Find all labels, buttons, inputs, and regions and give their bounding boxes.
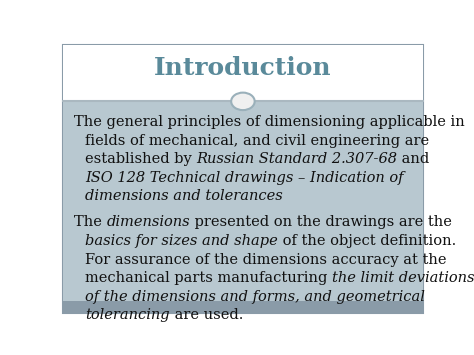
Text: and: and bbox=[397, 152, 429, 166]
Text: Russian Standard 2.307-68: Russian Standard 2.307-68 bbox=[196, 152, 397, 166]
Text: fields of mechanical, and civil engineering are: fields of mechanical, and civil engineer… bbox=[85, 133, 429, 148]
Text: dimensions and tolerances: dimensions and tolerances bbox=[85, 189, 283, 203]
FancyBboxPatch shape bbox=[63, 45, 423, 313]
Text: The: The bbox=[74, 215, 107, 229]
FancyBboxPatch shape bbox=[63, 45, 423, 102]
Text: Introduction: Introduction bbox=[154, 56, 332, 80]
Text: the limit deviations: the limit deviations bbox=[332, 271, 474, 285]
Text: established by: established by bbox=[85, 152, 196, 166]
Text: are used.: are used. bbox=[170, 308, 243, 322]
Text: basics for sizes and shape: basics for sizes and shape bbox=[85, 234, 278, 248]
Text: The general principles of dimensioning applicable in: The general principles of dimensioning a… bbox=[74, 115, 465, 129]
Text: dimensions: dimensions bbox=[107, 215, 190, 229]
Text: ISO 128 Technical drawings – Indication of: ISO 128 Technical drawings – Indication … bbox=[85, 171, 403, 185]
Text: mechanical parts manufacturing: mechanical parts manufacturing bbox=[85, 271, 332, 285]
Text: of the dimensions and forms, and geometrical: of the dimensions and forms, and geometr… bbox=[85, 290, 425, 304]
Text: of the object definition.: of the object definition. bbox=[278, 234, 456, 248]
Circle shape bbox=[231, 93, 255, 110]
FancyBboxPatch shape bbox=[63, 301, 423, 313]
Text: tolerancing: tolerancing bbox=[85, 308, 170, 322]
Text: presented on the drawings are the: presented on the drawings are the bbox=[190, 215, 452, 229]
FancyBboxPatch shape bbox=[63, 102, 423, 301]
Text: For assurance of the dimensions accuracy at the: For assurance of the dimensions accuracy… bbox=[85, 253, 447, 267]
